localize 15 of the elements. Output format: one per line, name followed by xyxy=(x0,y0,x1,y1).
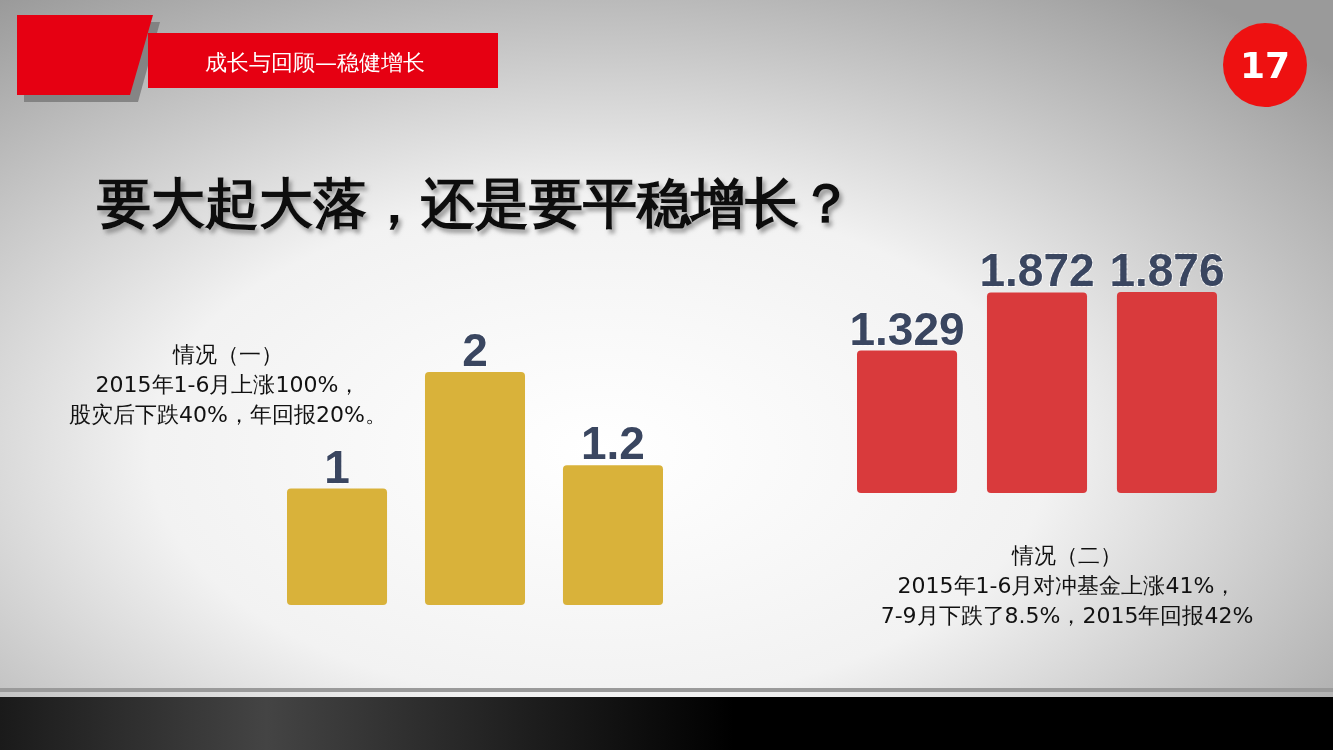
annotation: 股灾后下跌40%，年回报20%。 xyxy=(69,402,387,427)
text: 成长与回顾—稳健增长 xyxy=(205,50,425,75)
data-label: 1 xyxy=(324,440,350,493)
text: 17 xyxy=(1239,45,1291,86)
annotation: 2015年1-6月上涨100%， xyxy=(95,372,361,397)
data-label: 1.2 xyxy=(581,417,645,470)
data-label: 1.876 xyxy=(1109,244,1225,296)
text: 7-9月下跌了8.5%，2015年回报42% xyxy=(880,603,1254,628)
text: 情况（一） xyxy=(172,342,283,367)
data-label: 1.329 xyxy=(849,302,965,355)
data-label: 1.872 xyxy=(979,244,1095,297)
text: 2015年1-6月对冲基金上涨41%， xyxy=(897,573,1237,598)
chart-title: 要大起大落，还是要平稳增长？ xyxy=(97,172,853,235)
text: 情况（二） xyxy=(1011,543,1122,568)
data-label: 2 xyxy=(462,324,488,376)
